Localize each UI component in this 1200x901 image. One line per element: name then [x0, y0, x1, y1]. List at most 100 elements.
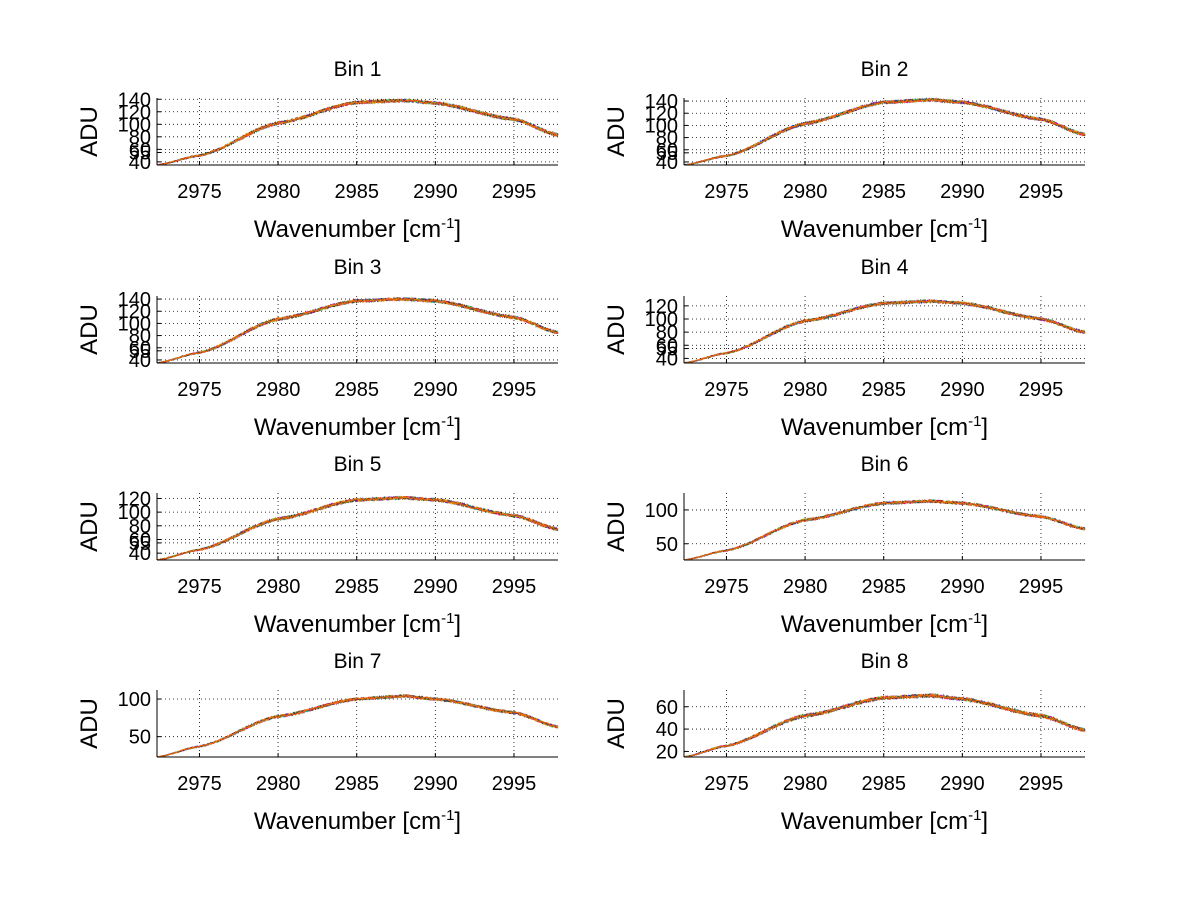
y-tick-label: 20: [656, 741, 678, 763]
x-tick-label: 2980: [783, 379, 828, 401]
x-tick-label: 2975: [177, 773, 222, 795]
plot-area: [157, 296, 558, 363]
x-tick-label: 2995: [1019, 379, 1064, 401]
y-tick-label: 100: [118, 114, 151, 136]
y-tick-label: 80: [129, 516, 151, 538]
series-line-8: [683, 692, 1086, 758]
y-tick-label: 40: [656, 719, 678, 741]
x-axis-label: Wavenumber [cm-1]: [781, 610, 988, 638]
plot-area: [684, 690, 1085, 757]
y-tick-label: 120: [118, 102, 151, 124]
x-tick-label: 2990: [940, 576, 985, 598]
x-tick-label: 2990: [413, 576, 458, 598]
series-line-7: [683, 97, 1086, 166]
series-line-6: [156, 98, 559, 166]
subplot-title: Bin 2: [861, 58, 909, 81]
series-line-8: [683, 499, 1086, 561]
plot-area: [684, 98, 1085, 165]
x-tick-label: 2990: [413, 181, 458, 203]
y-tick-label: 100: [645, 309, 678, 331]
series-line-7: [156, 694, 559, 758]
series-line-8: [684, 299, 1086, 364]
y-tick-label: 50: [129, 727, 151, 749]
y-tick-label: 60: [129, 338, 151, 360]
x-tick-label: 2995: [1019, 576, 1064, 598]
x-tick-label: 2975: [704, 181, 749, 203]
y-tick-label: 55: [656, 339, 678, 361]
y-tick-label: 60: [656, 140, 678, 162]
subplot-title: Bin 1: [334, 58, 382, 81]
x-tick-label: 2995: [492, 181, 537, 203]
x-tick-label: 2985: [334, 576, 379, 598]
series-line-4: [683, 499, 1086, 561]
y-tick-label: 100: [118, 313, 151, 335]
y-tick-label: 60: [656, 335, 678, 357]
series-line-8: [684, 97, 1086, 166]
y-tick-label: 140: [645, 91, 678, 113]
y-tick-label: 55: [129, 533, 151, 555]
x-tick-label: 2985: [334, 181, 379, 203]
x-axis-label: Wavenumber [cm-1]: [254, 215, 461, 243]
subplot-grid: 2975 2980 2985 2990 299540556080100120140Bin…: [76, 58, 1086, 835]
y-tick-label: 80: [129, 127, 151, 149]
plot-area: [157, 690, 558, 757]
x-tick-label: 2985: [861, 773, 906, 795]
y-tick-label: 120: [645, 296, 678, 318]
y-tick-label: 100: [645, 115, 678, 137]
y-tick-label: 120: [118, 301, 151, 323]
y-axis-label: ADU: [76, 304, 103, 355]
x-axis-label: Wavenumber [cm-1]: [781, 215, 988, 243]
x-tick-label: 2975: [177, 379, 222, 401]
y-tick-label: 55: [129, 341, 151, 363]
x-tick-label: 2985: [861, 181, 906, 203]
x-tick-label: 2990: [413, 379, 458, 401]
x-tick-label: 2975: [177, 576, 222, 598]
x-tick-label: 2980: [256, 379, 301, 401]
y-tick-label: 80: [129, 326, 151, 348]
x-tick-label: 2990: [940, 773, 985, 795]
y-axis-label: ADU: [603, 304, 630, 355]
x-tick-label: 2985: [334, 773, 379, 795]
y-axis-label: ADU: [76, 698, 103, 749]
x-tick-label: 2975: [704, 576, 749, 598]
y-axis-label: ADU: [603, 501, 630, 552]
x-tick-label: 2995: [492, 773, 537, 795]
y-tick-label: 40: [129, 543, 151, 565]
x-tick-label: 2980: [256, 181, 301, 203]
y-tick-label: 60: [656, 697, 678, 719]
y-tick-label: 140: [118, 89, 151, 111]
x-tick-label: 2990: [940, 181, 985, 203]
y-axis-label: ADU: [603, 698, 630, 749]
x-tick-label: 2985: [861, 576, 906, 598]
series-line-8: [156, 495, 559, 561]
x-tick-label: 2990: [413, 773, 458, 795]
subplot-bin-6: 2975 2980 2985 2990 2995 50 100 Bin 6 Wavenumber…: [603, 453, 1086, 638]
y-tick-label: 100: [118, 502, 151, 524]
x-tick-label: 2995: [492, 379, 537, 401]
y-tick-label: 120: [118, 488, 151, 510]
x-axis-label: Wavenumber [cm-1]: [254, 807, 461, 835]
y-tick-label: 40: [656, 152, 678, 174]
series-line-8: [157, 98, 559, 166]
x-tick-label: 2995: [1019, 181, 1064, 203]
series-line-8: [156, 694, 559, 758]
x-tick-label: 2975: [704, 773, 749, 795]
subplot-title: Bin 8: [861, 650, 909, 673]
y-axis-label: ADU: [76, 501, 103, 552]
y-tick-label: 55: [129, 142, 151, 164]
x-tick-label: 2995: [492, 576, 537, 598]
subplot-title: Bin 5: [334, 453, 382, 476]
y-tick-label: 80: [656, 322, 678, 344]
subplot-title: Bin 6: [861, 453, 909, 476]
subplot-title: Bin 7: [334, 650, 382, 673]
y-axis-label: ADU: [76, 106, 103, 157]
y-tick-label: 100: [118, 689, 151, 711]
subplot-title: Bin 4: [861, 256, 909, 279]
series-line-5: [156, 495, 559, 561]
plot-area: [157, 493, 558, 560]
subplot-bin-7: 2975 2980 2985 2990 2995 50 100 Bin 7 Wavenumber…: [76, 650, 559, 835]
x-tick-label: 2975: [704, 379, 749, 401]
